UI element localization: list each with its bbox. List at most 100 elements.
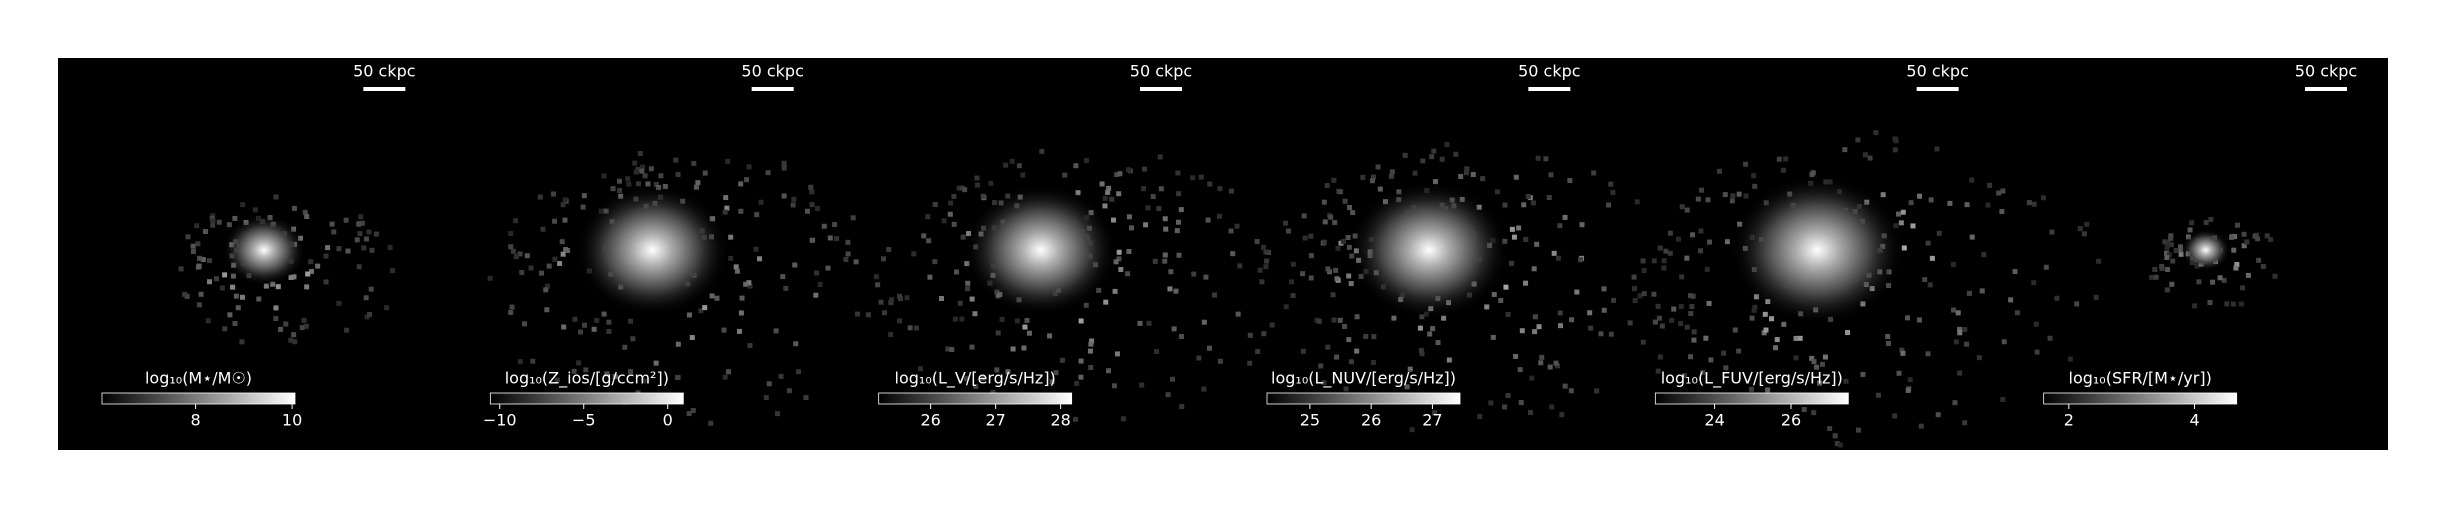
pixel (544, 307, 550, 313)
colorbar-label: log₁₀(L_FUV/[erg/s/Hz]) (1661, 369, 1843, 389)
pixel (1684, 207, 1690, 213)
colorbar-label: log₁₀(M⋆/M☉) (145, 369, 252, 388)
pixel (1834, 441, 1840, 447)
pixel (273, 316, 279, 322)
pixel (1809, 355, 1815, 361)
galaxy-core (575, 184, 730, 316)
pixel (1490, 334, 1496, 340)
pixel (744, 177, 750, 183)
pixel (1346, 337, 1352, 343)
galaxy-core (1348, 181, 1510, 319)
pixel (1867, 155, 1873, 161)
galaxy-core (1729, 175, 1905, 325)
pixel (1321, 380, 1327, 386)
pixel (786, 388, 792, 394)
pixel (2164, 244, 2170, 250)
pixel (1174, 228, 1180, 234)
pixel (1934, 146, 1940, 152)
pixel (1331, 317, 1337, 323)
pixel (1484, 304, 1490, 310)
pixel (1935, 412, 1941, 418)
pixel (1797, 335, 1803, 341)
pixel (1827, 426, 1833, 432)
pixel (1698, 187, 1704, 193)
pixel (947, 211, 953, 217)
pixel (1332, 219, 1338, 225)
pixel (1987, 182, 1993, 188)
pixel (256, 296, 262, 302)
pixel (1282, 220, 1288, 226)
pixel (240, 202, 246, 208)
colorbar-tick-label: 26 (920, 411, 940, 430)
pixel (185, 234, 191, 240)
pixel (641, 378, 647, 384)
pixel (1845, 330, 1851, 336)
pixel (1751, 173, 1757, 179)
pixel (305, 271, 311, 277)
pixel (517, 251, 523, 257)
pixel (551, 191, 557, 197)
pixel (1111, 383, 1117, 389)
pixel (357, 231, 363, 237)
pixel (1518, 399, 1524, 405)
pixel (2234, 262, 2240, 268)
pixel (1228, 228, 1234, 234)
pixel (945, 346, 951, 352)
pixel (275, 284, 281, 290)
pixel (635, 166, 641, 172)
pixel (792, 262, 798, 268)
pixel (1950, 261, 1956, 267)
pixel (1793, 355, 1799, 361)
pixel (853, 259, 859, 265)
pixel (1126, 248, 1132, 254)
pixel (1237, 263, 1243, 269)
pixel (1146, 320, 1152, 326)
pixel (1743, 193, 1749, 199)
pixel (1145, 205, 1151, 211)
pixel (1721, 350, 1727, 356)
pixel (1641, 268, 1647, 274)
pixel (1247, 360, 1253, 366)
pixel (1657, 354, 1663, 360)
pixel (1708, 357, 1714, 363)
pixel (1301, 213, 1307, 219)
pixel (1178, 207, 1184, 213)
scale-label: 50 ckpc (1906, 62, 1968, 81)
pixel (746, 164, 752, 170)
pixel (1154, 349, 1160, 355)
pixel (1663, 248, 1669, 254)
pixel (1557, 310, 1563, 316)
pixel (1925, 351, 1931, 357)
pixel (927, 274, 933, 280)
pixel (1723, 365, 1729, 371)
pixel (959, 316, 965, 322)
pixel (1412, 170, 1418, 176)
pixel (1318, 363, 1324, 369)
pixel (1503, 284, 1509, 290)
pixel (1917, 193, 1923, 199)
pixel (2168, 242, 2174, 248)
pixel (1302, 235, 1308, 241)
pixel (1689, 304, 1695, 310)
pixel (554, 377, 560, 383)
pixel (809, 189, 815, 195)
pixel (648, 166, 654, 172)
pixel (304, 284, 310, 290)
pixel (1432, 410, 1438, 416)
pixel (972, 311, 978, 317)
pixel (1431, 148, 1437, 154)
pixel (222, 272, 228, 278)
pixel (1837, 442, 1843, 448)
pixel (291, 332, 297, 338)
pixel (1508, 260, 1514, 266)
pixel (1511, 234, 1517, 240)
pixel (980, 193, 986, 199)
pixel (2241, 231, 2247, 237)
pixel (594, 317, 600, 323)
pixel (301, 317, 307, 323)
pixel (2232, 234, 2238, 240)
pixel (308, 268, 314, 274)
pixel (1910, 223, 1916, 229)
pixel (299, 325, 305, 331)
pixel (1801, 407, 1807, 413)
